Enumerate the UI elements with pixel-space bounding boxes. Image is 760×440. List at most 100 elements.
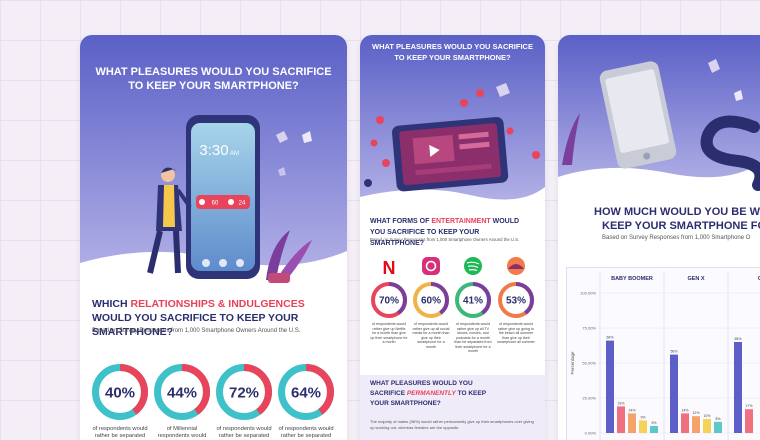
stat-ring: 44%: [154, 364, 210, 420]
stat-caption: of Millennial respondents would rather b…: [157, 426, 207, 440]
stat-ring: 41%: [455, 282, 491, 318]
phone-time: 3:30: [199, 142, 228, 159]
y-tick-label: 100.00%: [580, 291, 596, 296]
y-tick-label: 25.00%: [582, 396, 596, 401]
section-text: The majority of males (58%) would rather…: [370, 419, 534, 430]
hero-illustration: 3:30 AM 60 24: [80, 35, 347, 285]
title-line: WHAT PLEASURES WOULD YOU SACRIFICE: [372, 42, 533, 51]
y-tick-label: 75.00%: [582, 326, 596, 331]
bar: [745, 409, 753, 433]
heading-text: TO KEEP YOUR SMARTPHONE?: [370, 390, 486, 407]
section-subtitle: Based on Survey Responses from 1,000 Sma…: [370, 237, 520, 242]
hero-title: WHAT PLEASURES WOULD YOU SACRIFICE TO KE…: [80, 65, 347, 93]
section-heading: WHAT PLEASURES WOULD YOU SACRIFICE PERMA…: [370, 379, 490, 409]
section-subtitle: Based on Survey Responses from 1,000 Sma…: [92, 328, 301, 334]
stat-ring: 53%: [498, 282, 534, 318]
hero-title: WHAT PLEASURES WOULD YOU SACRIFICE TO KE…: [360, 41, 545, 63]
svg-text:N: N: [383, 258, 396, 278]
y-axis-label: Percentage: [570, 351, 575, 375]
hero-illustration: [360, 35, 545, 210]
bar: [714, 421, 722, 433]
stat-value: 44%: [167, 384, 197, 401]
bar-value-label: 17%: [745, 404, 752, 408]
title-line: TO KEEP YOUR SMARTPHONE?: [394, 53, 511, 62]
notification-count: 60: [212, 201, 219, 207]
service-icons: N: [383, 257, 525, 278]
bar-value-label: 14%: [681, 408, 688, 412]
section-subtitle: Based on Survey Responses from 1,000 Sma…: [602, 235, 751, 241]
bar-value-label: 19%: [617, 401, 624, 405]
bar: [670, 354, 678, 433]
y-tick-label: 0.00%: [585, 431, 597, 436]
title-line: TO KEEP YOUR SMARTPHONE?: [128, 80, 299, 92]
stat-value: 70%: [379, 296, 399, 307]
bar-value-label: 8%: [715, 417, 720, 421]
bar: [650, 426, 658, 433]
stat-value: 40%: [105, 384, 135, 401]
heading-highlight: PERMANENTLY: [406, 390, 456, 397]
heading-text: WOULD YOU SACRIFICE TO KEEP YOUR SMARTPH…: [370, 218, 520, 247]
stat-ring: 40%: [92, 364, 148, 420]
bar: [617, 406, 625, 433]
hero-illustration: [558, 35, 760, 195]
stat-caption: of respondents would rather be separated…: [92, 426, 148, 440]
heading-text: WOULD YOU SACRIFICE TO KEEP YOUR SMARTPH…: [92, 312, 299, 338]
stat-caption: of respondents would rather give up all …: [412, 322, 450, 349]
bar: [639, 420, 647, 433]
bar-value-label: 5%: [651, 421, 656, 425]
bar-value-label: 56%: [670, 350, 677, 354]
section-heading: WHAT FORMS OF ENTERTAINMENT WOULD YOU SA…: [370, 216, 535, 249]
phone-ampm: AM: [230, 151, 239, 157]
stat-value: 72%: [229, 384, 259, 401]
title-line: HOW MUCH WOULD YOU BE WIL: [594, 206, 760, 218]
bar: [681, 413, 689, 433]
ring-accent: [216, 364, 272, 420]
ring-accent: [92, 364, 148, 420]
stat-ring: 60%: [413, 282, 449, 318]
bar: [606, 340, 614, 433]
bar: [703, 419, 711, 433]
bar-value-label: 12%: [692, 411, 699, 415]
ring-accent: [154, 364, 210, 420]
ring-accent: [371, 282, 407, 318]
title-line: KEEP YOUR SMARTPHONE FO: [602, 220, 760, 232]
bar-value-label: 9%: [640, 415, 645, 419]
ring-accent: [278, 364, 334, 420]
bar-value-label: 66%: [606, 336, 613, 340]
stat-caption: of respondents would rather be separated…: [216, 426, 272, 440]
category-label: BABY BOOMER: [611, 276, 653, 282]
section-background: [360, 375, 545, 440]
ring-accent: [413, 282, 449, 318]
category-label: GEN X: [687, 276, 704, 282]
heading-highlight: ENTERTAINMENT: [431, 218, 491, 225]
ring-accent: [498, 282, 534, 318]
infographic-card[interactable]: 3:30 AM 60 24 WHAT PLEASURES WOULD YOU S…: [80, 35, 347, 440]
bar-value-label: 10%: [703, 414, 710, 418]
infographic-card[interactable]: HOW MUCH WOULD YOU BE WIL KEEP YOUR SMAR…: [558, 35, 760, 440]
bar: [734, 342, 742, 433]
heading-highlight: RELATIONSHIPS & INDULGENCES: [130, 298, 305, 310]
heading-text: WHAT FORMS OF: [370, 218, 432, 225]
infographic-card[interactable]: WHAT PLEASURES WOULD YOU SACRIFICE TO KE…: [360, 35, 545, 440]
stat-value: 41%: [463, 296, 483, 307]
heading-text: WHICH: [92, 298, 131, 310]
bar: [692, 416, 700, 433]
category-label: G: [758, 276, 760, 282]
bar-value-label: 14%: [628, 408, 635, 412]
ring-accent: [455, 282, 491, 318]
stat-caption: of respondents would rather give up Netf…: [370, 322, 408, 344]
notification-count: 24: [239, 201, 246, 207]
stat-value: 53%: [506, 296, 526, 307]
stat-ring: 64%: [278, 364, 334, 420]
bar: [628, 413, 636, 433]
heading-text: WHAT PLEASURES WOULD YOU SACRIFICE: [370, 380, 473, 397]
stat-value: 60%: [421, 296, 441, 307]
stat-ring: 70%: [371, 282, 407, 318]
stat-caption: of respondents would rather give up goin…: [497, 322, 535, 344]
section-heading: WHICH RELATIONSHIPS & INDULGENCES WOULD …: [92, 297, 332, 339]
stat-ring: 72%: [216, 364, 272, 420]
y-tick-label: 50.00%: [582, 361, 596, 366]
bar-chart: Percentage 0.00% 25.00% 50.00% 75.00% 100.00%…: [570, 271, 760, 440]
bar-value-label: 65%: [734, 337, 741, 341]
